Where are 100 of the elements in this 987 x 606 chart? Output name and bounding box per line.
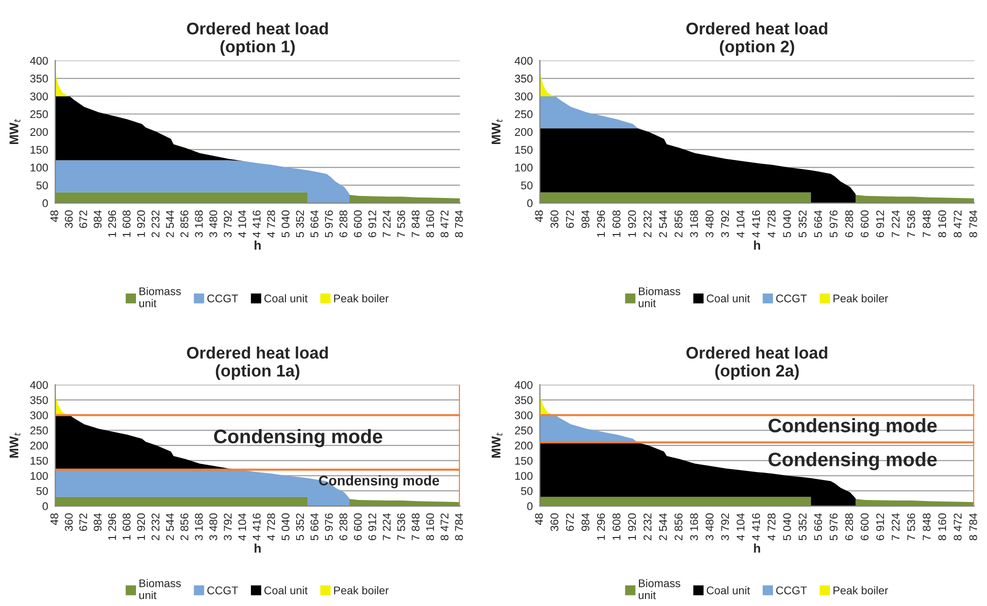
y-tick-label: 300 bbox=[30, 411, 48, 420]
y-tick-label: 300 bbox=[30, 92, 48, 100]
x-tick-label: 5 976 bbox=[324, 210, 333, 238]
legend-label: Biomass unit bbox=[139, 579, 181, 600]
x-tick-label: 4 728 bbox=[768, 513, 776, 540]
x-axis-title: h bbox=[754, 240, 760, 250]
x-tick-label: 3 792 bbox=[721, 210, 729, 238]
x-tick-label: 48 bbox=[50, 210, 58, 222]
x-tick-label: 2 856 bbox=[180, 210, 188, 238]
x-tick-label: 5 040 bbox=[282, 210, 290, 238]
x-tick-label: 8 160 bbox=[426, 513, 434, 540]
x-tick-label: 48 bbox=[50, 513, 58, 526]
x-tick-label: 1 608 bbox=[122, 210, 131, 237]
x-tick-label: 2 856 bbox=[180, 513, 188, 540]
x-tick-label: 6 288 bbox=[845, 210, 854, 238]
x-tick-label: 4 416 bbox=[252, 210, 261, 238]
annotation: Condensing mode bbox=[214, 429, 382, 448]
x-tick-label: 3 480 bbox=[706, 513, 714, 540]
x-tick-label: 2 232 bbox=[644, 210, 652, 238]
x-tick-label: 4 416 bbox=[252, 513, 261, 540]
x-tick-label: 7 848 bbox=[412, 513, 420, 540]
x-tick-label: 1 296 bbox=[597, 210, 605, 237]
x-tick-label: 5 352 bbox=[296, 514, 304, 540]
x-tick-label: 7 224 bbox=[892, 210, 900, 238]
y-tick-label: 200 bbox=[514, 442, 533, 450]
x-tick-label: 8 784 bbox=[455, 513, 463, 540]
y-tick-label: 200 bbox=[514, 128, 533, 136]
x-tick-label: 672 bbox=[566, 514, 574, 531]
y-tick-label: 150 bbox=[30, 146, 48, 154]
y-tick-label: 350 bbox=[30, 74, 48, 83]
x-tick-label: 6 912 bbox=[876, 210, 884, 238]
legend-label: Biomass unit bbox=[638, 579, 680, 600]
x-tick-label: 4 104 bbox=[238, 210, 246, 238]
y-tick-label: 400 bbox=[514, 56, 533, 65]
x-tick-label: 7 536 bbox=[397, 210, 406, 238]
x-tick-label: 4 728 bbox=[267, 513, 276, 540]
x-axis-title: h bbox=[254, 240, 261, 250]
x-tick-label: 6 912 bbox=[876, 514, 884, 540]
x-tick-label: 672 bbox=[79, 514, 88, 531]
x-tick-label: 6 912 bbox=[368, 514, 376, 540]
legend-label: CCGT bbox=[776, 294, 807, 302]
x-tick-label: 984 bbox=[94, 210, 102, 228]
y-tick-label: 250 bbox=[30, 426, 48, 434]
x-tick-label: 2 544 bbox=[166, 210, 174, 238]
x-tick-label: 1 920 bbox=[137, 513, 145, 540]
y-tick-label: 300 bbox=[514, 411, 533, 420]
x-tick-label: 1 296 bbox=[108, 210, 116, 237]
x-tick-label: 8 160 bbox=[938, 210, 946, 238]
x-tick-label: 7 848 bbox=[412, 210, 420, 238]
x-tick-label: 6 288 bbox=[339, 513, 348, 540]
y-tick-label: 50 bbox=[521, 181, 533, 190]
y-tick-label: 200 bbox=[30, 442, 48, 450]
x-tick-label: 2 232 bbox=[644, 514, 652, 540]
x-tick-label: 360 bbox=[64, 513, 73, 532]
legend-label: Coal unit bbox=[706, 294, 750, 302]
x-tick-label: 7 848 bbox=[922, 513, 931, 540]
x-tick-label: 7 536 bbox=[397, 513, 406, 540]
legend-label: Coal unit bbox=[706, 586, 750, 594]
x-tick-label: 4 728 bbox=[267, 210, 276, 238]
y-tick-label: 400 bbox=[514, 381, 533, 389]
y-axis-title: MW$_{t}$ bbox=[10, 118, 20, 144]
x-tick-label: 4 416 bbox=[752, 513, 760, 540]
x-tick-label: 48 bbox=[535, 513, 543, 526]
y-tick-label: 150 bbox=[515, 456, 533, 465]
x-tick-label: 360 bbox=[550, 513, 558, 532]
x-tick-label: 1 608 bbox=[612, 210, 620, 237]
x-tick-label: 7 224 bbox=[892, 513, 900, 540]
legend-label: Peak boiler bbox=[334, 294, 389, 302]
x-tick-label: 4 104 bbox=[736, 210, 744, 238]
x-tick-label: 48 bbox=[535, 210, 543, 222]
y-tick-label: 250 bbox=[514, 110, 533, 118]
legend-label: CCGT bbox=[207, 294, 238, 302]
x-tick-label: 1 608 bbox=[122, 513, 131, 540]
x-tick-label: 6 600 bbox=[354, 513, 362, 540]
legend-label: Peak boiler bbox=[334, 586, 389, 594]
y-tick-label: 400 bbox=[30, 56, 48, 65]
x-tick-label: 5 976 bbox=[830, 210, 838, 238]
y-tick-label: 350 bbox=[514, 396, 533, 404]
x-tick-label: 3 792 bbox=[224, 514, 232, 540]
y-axis-title: MW$_{t}$ bbox=[492, 432, 502, 458]
x-tick-label: 1 296 bbox=[597, 513, 605, 540]
chart-title: Ordered heat load (option 2) bbox=[686, 22, 828, 56]
y-tick-label: 300 bbox=[514, 92, 533, 100]
y-tick-label: 350 bbox=[30, 396, 48, 404]
x-tick-label: 8 472 bbox=[440, 514, 448, 540]
x-tick-label: 7 224 bbox=[382, 513, 391, 540]
x-tick-label: 1 920 bbox=[628, 210, 636, 237]
x-tick-label: 7 536 bbox=[907, 513, 916, 540]
x-tick-label: 360 bbox=[550, 210, 558, 228]
y-tick-label: 200 bbox=[30, 128, 48, 136]
x-tick-label: 7 536 bbox=[907, 210, 916, 238]
x-tick-label: 8 160 bbox=[938, 513, 946, 540]
chart-title: Ordered heat load (option 2a) bbox=[686, 346, 828, 380]
x-tick-label: 7 224 bbox=[382, 210, 391, 238]
x-tick-label: 1 920 bbox=[137, 210, 145, 237]
legend-label: CCGT bbox=[776, 586, 807, 594]
x-tick-label: 5 976 bbox=[830, 513, 838, 540]
x-tick-label: 3 480 bbox=[209, 210, 218, 238]
x-tick-label: 2 544 bbox=[659, 210, 667, 238]
x-tick-label: 6 288 bbox=[339, 210, 348, 238]
